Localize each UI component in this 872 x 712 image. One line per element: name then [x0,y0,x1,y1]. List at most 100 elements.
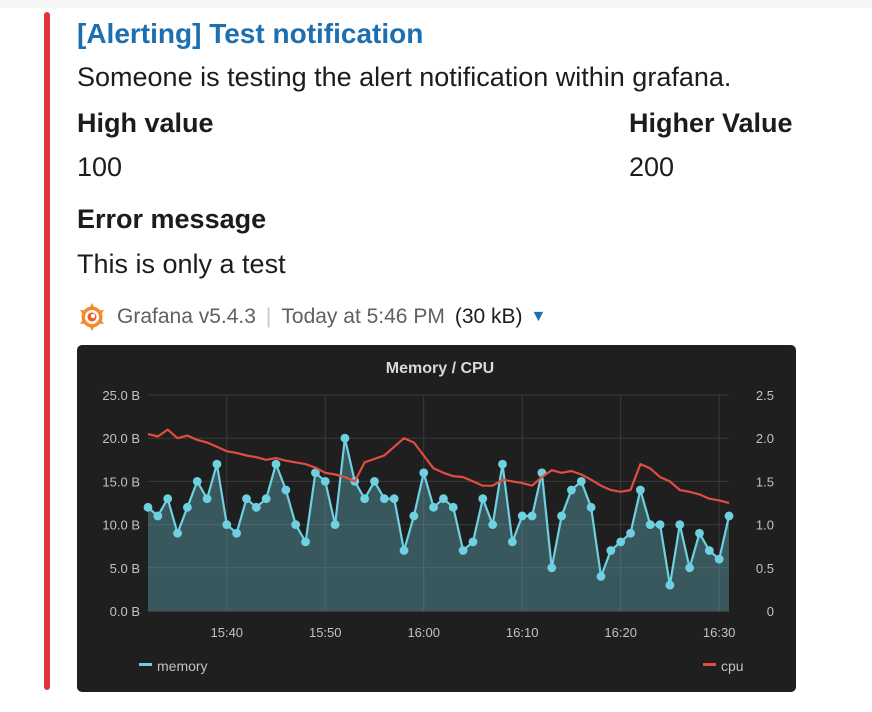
series-memory-point [163,494,173,504]
chart-axes: 0.0 B 5.0 B 10.0 B 15.0 B 20.0 B 25.0 B 0 0.5 1.… [102,388,774,640]
series-memory-point [439,494,448,504]
footer-source: Grafana v5.4.3 [117,305,256,328]
series-memory-line [147,437,731,587]
y-left-tick-label: 15.0 B [102,474,140,489]
series-memory-point [547,563,557,573]
legend-swatch-cpu [703,663,716,666]
y-left-tick-label: 5.0 B [110,561,140,576]
chart-background [77,345,796,692]
series-memory-point [557,511,566,521]
y-left-tick-label: 10.0 B [102,518,140,533]
series-memory-point [360,494,370,504]
series-memory-point [448,502,458,512]
series-memory-point [724,511,734,521]
series-memory-point [675,520,685,529]
series-memory-point [616,537,626,547]
legend-label-memory: memory [157,658,208,674]
footer-separator: | [265,305,272,328]
y-left-tick-label: 0.0 B [110,604,140,619]
memory-cpu-chart: Memory / CPU 0.0 B 5.0 B 10.0 B 15.0 B 20.0 … [77,345,796,692]
series-memory-point [567,485,576,495]
series-memory-point [704,546,714,555]
chart-title: Memory / CPU [386,360,494,377]
series-memory-point [635,485,645,495]
legend-label-cpu: cpu [721,658,744,674]
series-memory-point [143,502,153,512]
series-memory-point [301,537,310,547]
series-memory-point [251,502,261,512]
grafana-logo-icon [80,303,104,331]
series-memory-point [222,520,232,529]
series-memory-point [281,485,291,495]
series-memory-point [478,494,488,504]
series-memory-point [370,477,379,486]
series-memory-point [695,528,704,538]
series-memory-point [645,520,655,529]
top-divider [0,0,872,8]
series-memory-area [148,438,729,611]
y-right-tick-label: 0 [767,604,774,619]
y-right-tick-label: 0.5 [756,561,774,576]
x-tick-label: 16:20 [604,625,637,640]
field-higher-value-label: Higher Value [629,108,793,138]
series-memory-point [458,546,468,555]
x-tick-label: 15:40 [211,625,244,640]
series-memory-point [271,459,281,469]
y-right-tick-label: 1.5 [756,474,774,489]
y-right-tick-label: 2.5 [756,388,774,403]
series-memory-point [665,580,675,590]
chart-image-panel[interactable]: Memory / CPU 0.0 B 5.0 B 10.0 B 15.0 B 20.0 … [77,345,796,692]
series-memory-point [419,468,429,478]
field-higher-value-value: 200 [629,152,675,182]
series-memory-point [291,520,301,529]
series-memory-point [399,546,409,555]
series-cpu-line [147,428,730,505]
series-memory-point [182,502,192,512]
field-high-value-value: 100 [77,152,123,182]
series-memory-point [232,528,242,538]
series-memory-point [468,537,478,547]
series-memory-point [517,511,527,521]
footer-timestamp[interactable]: Today at 5:46 PM [281,305,445,328]
series-memory-point [320,477,330,486]
series-memory-point [311,468,320,478]
series-memory-point [340,433,350,443]
y-left-tick-label: 20.0 B [102,431,140,446]
series-memory-point [429,502,438,512]
series-memory-point [527,511,537,521]
series-memory-point [685,563,695,573]
field-high-value-label: High value [77,108,214,138]
field-error-message-label: Error message [77,204,267,234]
legend-swatch-memory [139,663,152,666]
series-memory-point [576,477,586,486]
alert-title-link[interactable]: [Alerting] Test notification [77,18,424,49]
series-memory-point [212,459,222,469]
x-tick-label: 16:30 [703,625,736,640]
series-memory-point [330,520,340,529]
alert-description: Someone is testing the alert notificatio… [77,62,732,92]
series-memory-point [192,477,202,486]
series-memory-point [606,546,616,555]
x-tick-label: 15:50 [309,625,342,640]
series-memory-point [507,537,517,547]
field-error-message-value: This is only a test [77,249,286,279]
y-right-tick-label: 2.0 [756,431,774,446]
y-right-tick-label: 1.0 [756,518,774,533]
series-memory-point [409,511,419,521]
footer-file-size: (30 kB) [454,305,523,328]
series-memory-point [498,459,507,469]
series-memory-point [488,520,498,529]
series-memory-point [173,528,182,538]
series-memory-point [626,528,635,538]
series-memory-point [586,502,596,512]
x-tick-label: 16:10 [506,625,539,640]
series-memory-point [714,554,724,564]
chart-legend: memory cpu [139,658,744,674]
caret-down-icon[interactable]: ▼ [530,308,547,325]
series-memory-point [202,494,212,504]
y-left-tick-label: 25.0 B [102,388,140,403]
series-memory-point [379,494,389,504]
attachment-footer: Grafana v5.4.3 | Today at 5:46 PM (30 kB… [77,302,546,332]
series-memory-point [153,511,163,521]
series-memory-point [655,520,665,529]
